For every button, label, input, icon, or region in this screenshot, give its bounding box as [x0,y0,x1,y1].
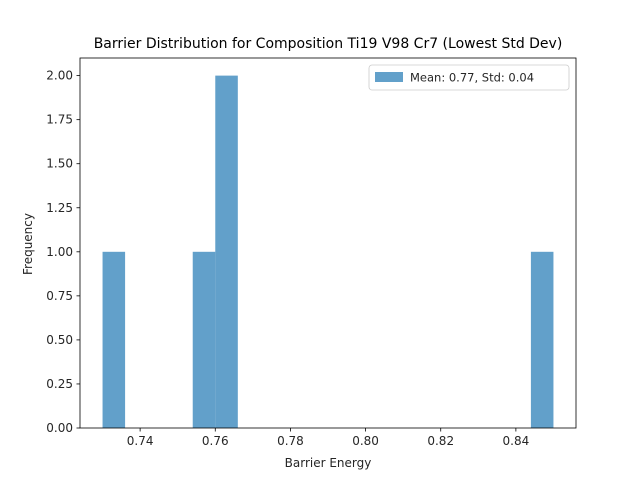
x-tick-label: 0.80 [352,434,379,448]
y-axis-label: Frequency [21,213,35,275]
histogram-bar [530,251,554,428]
legend-swatch [375,72,403,82]
axes-group: 0.74 0.76 0.78 0.80 0.82 0.84 0.00 0.25 0.50 0.75… [46,57,577,448]
legend-box [368,64,570,91]
y-tick-label: 1.25 [46,201,73,215]
axes-frame [79,57,577,429]
y-tick-label: 2.00 [46,69,73,83]
y-tick-label: 0.50 [46,333,73,347]
x-tick-label: 0.82 [427,434,454,448]
legend-label: Mean: 0.77, Std: 0.04 [410,71,534,85]
y-tick-label: 1.75 [46,113,73,127]
y-tick-label: 1.00 [46,245,73,259]
legend: Mean: 0.77, Std: 0.04 [368,64,570,91]
x-axis-label: Barrier Energy [285,456,372,470]
histogram-bar [215,75,238,428]
bars-group [102,75,554,428]
y-tick-label: 1.50 [46,157,73,171]
x-tick-label: 0.74 [127,434,154,448]
x-tick-label: 0.76 [202,434,229,448]
chart-title: Barrier Distribution for Composition Ti1… [94,36,563,52]
histogram-bar [192,251,216,428]
y-tick-label: 0.75 [46,289,73,303]
histogram-bar [102,251,126,428]
x-tick-label: 0.84 [503,434,530,448]
y-tick-label: 0.25 [46,377,73,391]
x-tick-label: 0.78 [277,434,304,448]
y-tick-label: 0.00 [46,421,73,435]
